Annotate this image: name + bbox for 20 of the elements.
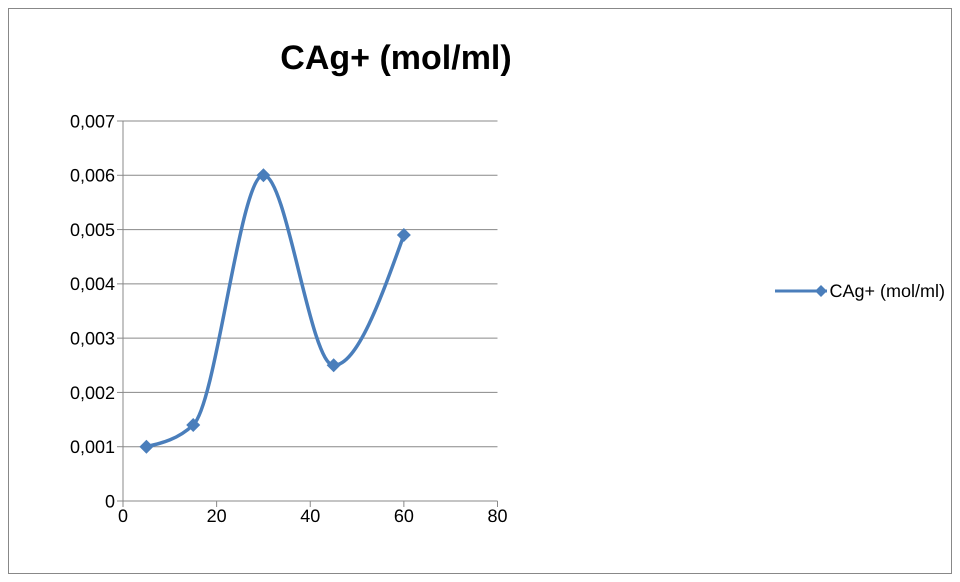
point [396, 228, 411, 242]
y-tick-label: 0,007 [70, 111, 115, 132]
chart-title: CAg+ (mol/ml) [279, 39, 513, 78]
y-tick-label: 0,003 [70, 328, 115, 349]
point [326, 358, 341, 372]
point [256, 168, 270, 182]
legend-label: CAg+ (mol/ml) [829, 280, 945, 302]
y-tick-label: 0,006 [70, 166, 115, 186]
x-tick-label: 80 [487, 506, 508, 526]
point [186, 418, 200, 432]
y-tick-label: 0,005 [70, 220, 115, 240]
x-tick-label: 40 [300, 506, 320, 526]
y-tick-label: 0,002 [70, 382, 115, 403]
y-tick-label: 0,004 [70, 274, 115, 294]
point [139, 440, 154, 454]
x-tick-label: 0 [118, 506, 128, 526]
x-tick-label: 60 [394, 506, 414, 526]
x-tick-label: 20 [206, 506, 227, 526]
y-tick-label: 0,001 [70, 437, 115, 458]
y-tick-label: 0 [104, 491, 115, 512]
